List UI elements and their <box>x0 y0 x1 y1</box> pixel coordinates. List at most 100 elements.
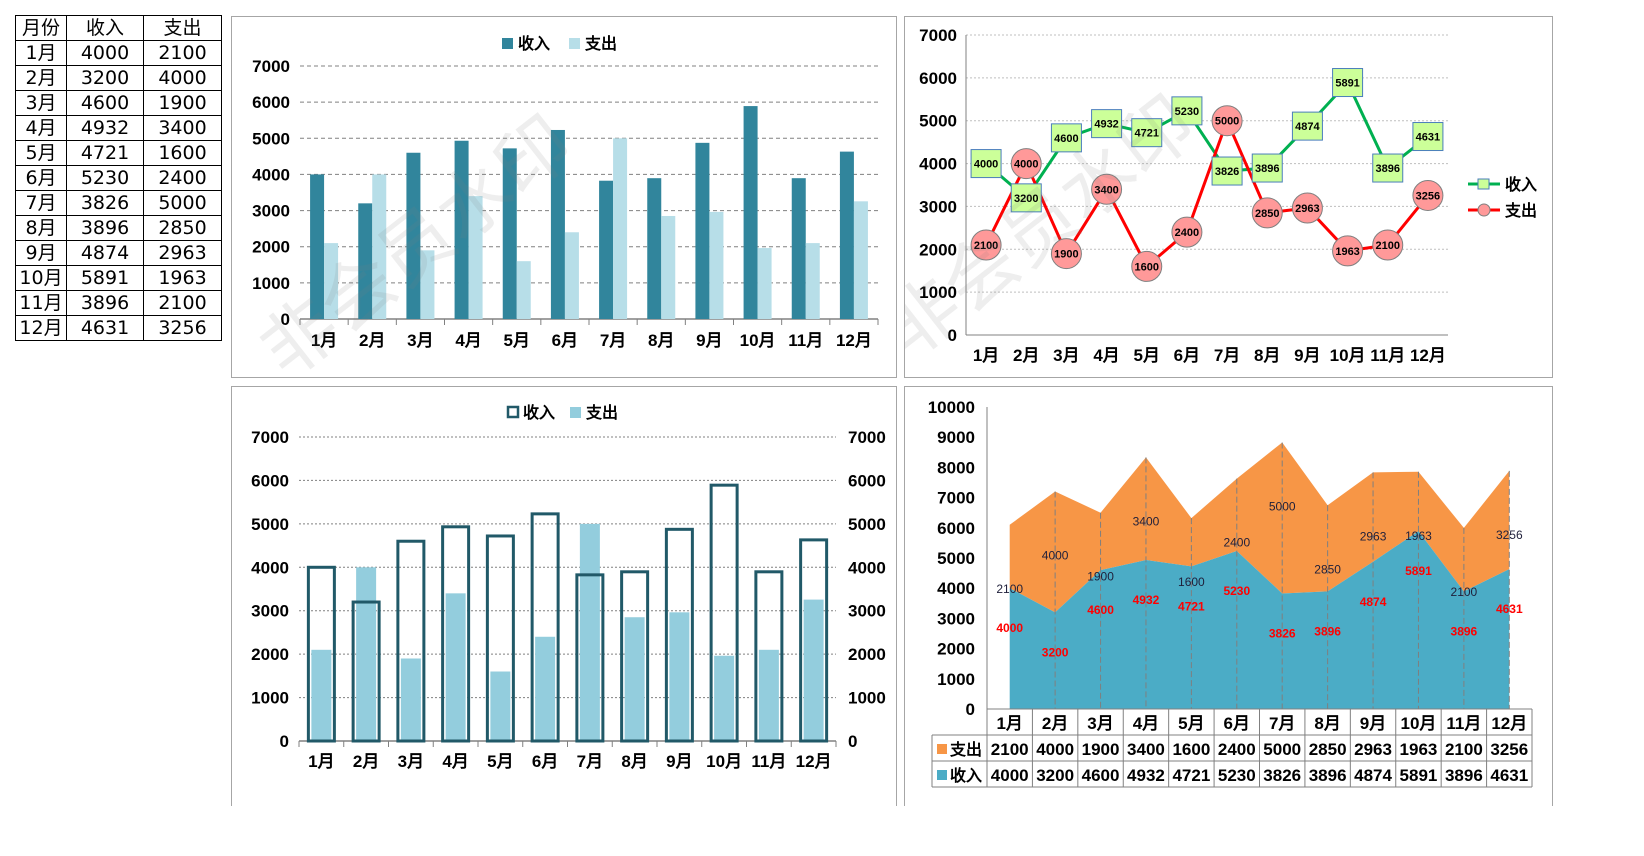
data-table-expense-value: 2100 <box>991 740 1029 759</box>
bar-expense <box>490 671 511 741</box>
table-row: 2月 3200 4000 <box>15 65 222 91</box>
bar-income-outline <box>530 512 560 743</box>
income-data-label: 5891 <box>1405 564 1432 578</box>
expense-data-label: 5000 <box>1215 116 1239 128</box>
table-row: 5月 4721 1600 <box>15 140 222 166</box>
x-tick-label: 3月 <box>407 331 433 350</box>
table-cell: 3200 <box>66 65 144 91</box>
bar-expense <box>803 599 824 741</box>
legend-label-expense: 支出 <box>584 34 617 53</box>
data-table-income-value: 5891 <box>1400 766 1438 785</box>
expense-marker <box>1332 235 1364 267</box>
table-cell: 1月 <box>15 40 67 66</box>
table-header-income: 收入 <box>66 15 144 41</box>
bar-income <box>502 148 517 319</box>
expense-data-label: 2400 <box>1223 536 1250 550</box>
income-data-label: 5230 <box>1223 584 1250 598</box>
bar-expense <box>324 243 339 319</box>
legend-label-income: 收入 <box>518 34 550 53</box>
expense-data-label: 2850 <box>1314 562 1341 576</box>
income-marker <box>1291 111 1323 141</box>
expense-data-label: 2963 <box>1360 529 1387 543</box>
data-table-expense-value: 2850 <box>1309 740 1347 759</box>
expense-data-label: 2963 <box>1295 203 1319 215</box>
table-cell: 6月 <box>15 165 67 191</box>
table-row: 3月 4600 1900 <box>15 90 222 116</box>
table-row: 6月 5230 2400 <box>15 165 222 191</box>
x-tick-label: 5月 <box>1134 346 1160 365</box>
x-tick-label: 7月 <box>577 752 603 771</box>
income-marker <box>1251 153 1283 183</box>
bar-expense <box>420 250 435 319</box>
table-header-expense: 支出 <box>143 15 222 41</box>
x-tick-label: 10月 <box>706 752 742 771</box>
y-tick-label-left: 5000 <box>251 515 289 534</box>
data-table-expense-value: 1963 <box>1400 740 1438 759</box>
table-cell: 4932 <box>66 115 144 141</box>
legend-label-expense: 支出 <box>949 740 982 759</box>
expense-data-label: 2100 <box>1376 240 1400 252</box>
table-row: 1月 4000 2100 <box>15 40 222 66</box>
bar-expense <box>516 261 531 319</box>
y-tick-label: 0 <box>281 310 290 329</box>
data-table-income-value: 5230 <box>1218 766 1256 785</box>
expense-data-label: 3256 <box>1496 528 1523 542</box>
table-cell: 3400 <box>143 115 222 141</box>
x-tick-label: 9月 <box>696 331 722 350</box>
legend-swatch-income <box>506 405 520 419</box>
x-tick-label: 11月 <box>751 752 786 771</box>
bar-income-outline <box>306 565 336 743</box>
bar-income-outline <box>799 538 829 743</box>
data-table-expense-value: 2400 <box>1218 740 1256 759</box>
data-table-income-value: 4932 <box>1127 766 1165 785</box>
income-data-label: 4874 <box>1360 595 1387 609</box>
income-marker <box>1412 122 1444 152</box>
x-tick-label: 7月 <box>600 331 626 350</box>
data-table-income-value: 3896 <box>1309 766 1347 785</box>
bar-income <box>839 151 854 319</box>
legend-swatch-income <box>502 38 513 49</box>
income-marker <box>1372 153 1404 183</box>
expense-marker <box>1091 173 1123 205</box>
table-cell: 4721 <box>66 140 144 166</box>
income-marker <box>1211 156 1243 186</box>
y-tick-label-right: 2000 <box>848 645 886 664</box>
outline-bar-chart: 0 0 1000 1000 2000 2000 3000 3000 4000 4000 5000 50… <box>251 403 886 771</box>
x-tick-label: 5月 <box>1178 714 1204 733</box>
table-cell: 8月 <box>15 215 67 241</box>
legend-label-expense: 支出 <box>1504 201 1537 220</box>
y-tick-label-left: 1000 <box>251 689 289 708</box>
bar-income-outline <box>575 573 605 743</box>
y-tick-label-left: 2000 <box>251 645 289 664</box>
y-tick-label: 5000 <box>919 112 957 131</box>
outline-bar-chart-panel: 0 0 1000 1000 2000 2000 3000 3000 4000 4000 5000 50… <box>231 386 897 806</box>
bar-expense <box>669 612 690 741</box>
income-marker <box>1050 123 1082 153</box>
expense-data-label: 2100 <box>1451 585 1478 599</box>
bar-income <box>599 180 614 319</box>
x-tick-label: 6月 <box>1224 714 1250 733</box>
bar-income <box>406 152 421 319</box>
legend-label-income: 收入 <box>950 766 982 785</box>
income-marker <box>1171 96 1203 126</box>
x-tick-label: 12月 <box>796 752 832 771</box>
y-tick-label-right: 7000 <box>848 428 886 447</box>
income-data-label: 3896 <box>1376 163 1400 175</box>
y-tick-label: 4000 <box>252 165 290 184</box>
income-data-label: 4631 <box>1416 132 1440 144</box>
x-tick-label: 1月 <box>996 714 1022 733</box>
bar-expense <box>535 636 556 741</box>
x-tick-label: 1月 <box>973 346 999 365</box>
legend-swatch-expense <box>569 38 580 49</box>
table-row: 12月 4631 3256 <box>15 315 222 341</box>
table-row: 9月 4874 2963 <box>15 240 222 266</box>
income-data-label: 4000 <box>974 159 998 171</box>
y-tick-label-right: 4000 <box>848 558 886 577</box>
bar-income <box>358 203 373 319</box>
income-marker <box>1131 118 1163 148</box>
bar-expense <box>356 567 377 741</box>
table-cell: 10月 <box>15 265 67 291</box>
expense-data-label: 2100 <box>974 240 998 252</box>
expense-data-label: 5000 <box>1269 499 1296 513</box>
expense-marker <box>1372 229 1404 261</box>
